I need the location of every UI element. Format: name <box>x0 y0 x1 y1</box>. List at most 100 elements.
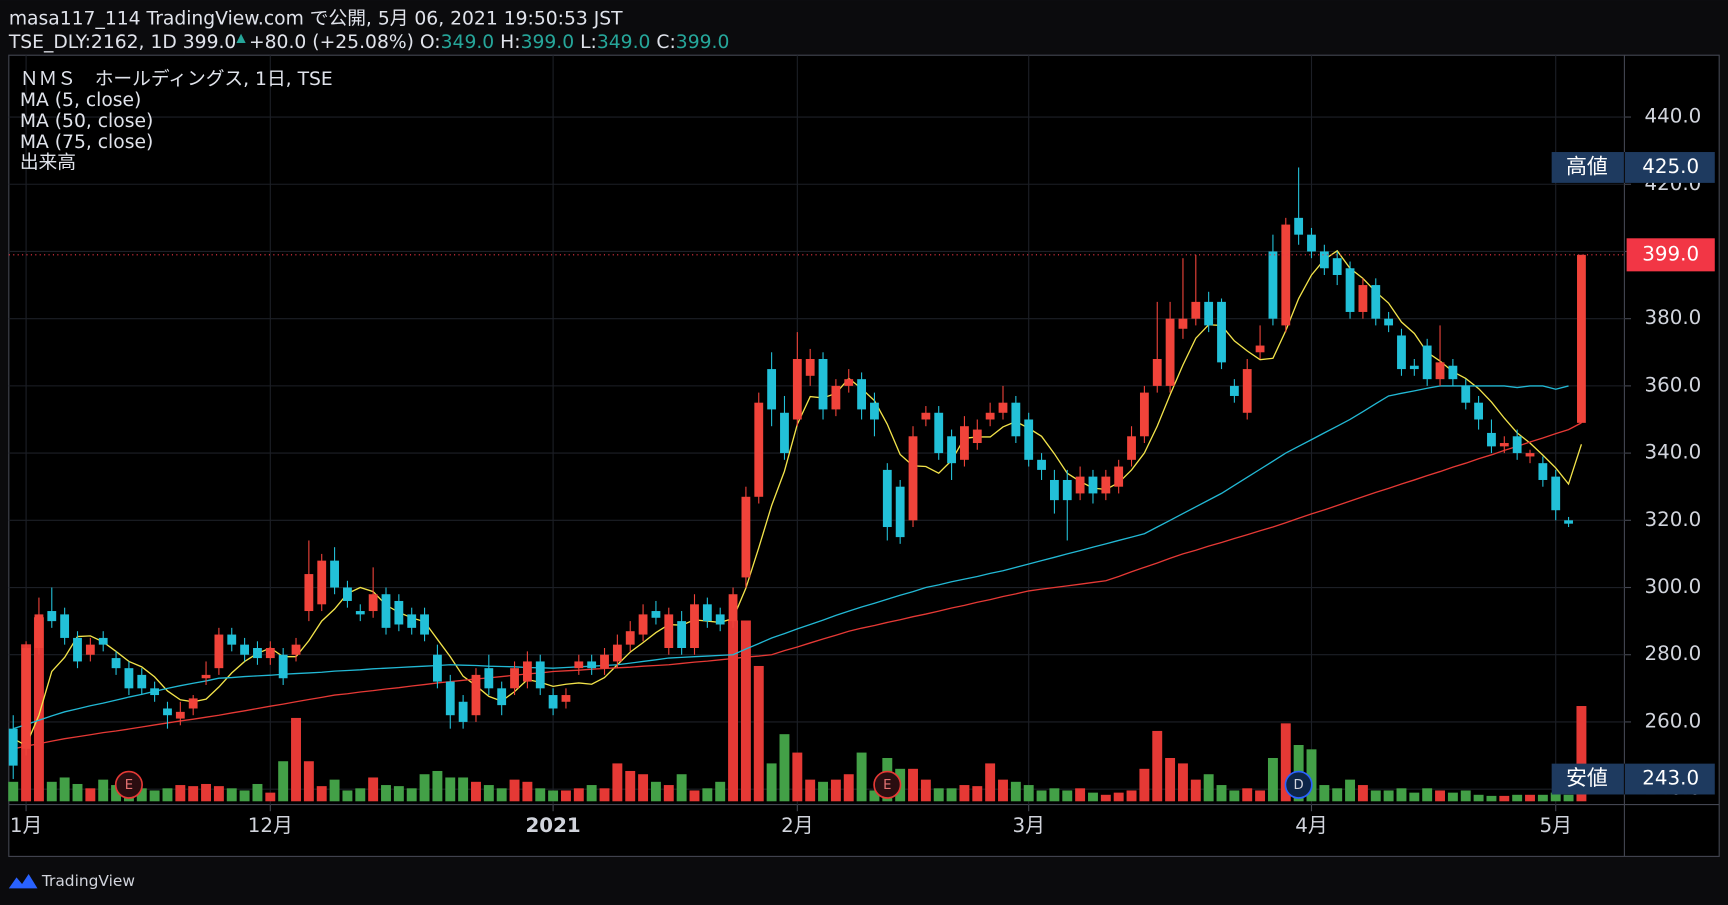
volume-bar <box>85 788 96 802</box>
candle-body <box>1448 365 1458 380</box>
candle-body <box>651 611 661 618</box>
event-marker <box>114 770 143 799</box>
volume-bar <box>1396 788 1407 802</box>
volume-bar <box>908 768 918 802</box>
volume-bar <box>805 779 816 802</box>
last-price-box <box>1626 238 1715 272</box>
volume-bar <box>740 620 751 802</box>
volume-bar <box>1190 779 1201 802</box>
volume-bar <box>843 774 854 802</box>
volume-bar <box>1062 790 1073 802</box>
volume-bar <box>1075 788 1086 802</box>
candle-body <box>1088 476 1098 494</box>
candle-body <box>1229 385 1239 396</box>
legend-entry: 出来高 <box>20 153 76 174</box>
volume-bar <box>830 779 841 802</box>
volume-bar <box>509 779 520 802</box>
y-tick-label: 280.0 <box>1645 642 1702 665</box>
volume-bar <box>1422 788 1433 802</box>
candle-body <box>1255 345 1265 353</box>
candle-body <box>355 611 365 615</box>
volume-bar <box>792 752 803 802</box>
candle-body <box>792 359 802 420</box>
candle-body <box>1268 251 1278 319</box>
candle-body <box>1577 254 1586 423</box>
candle-body <box>754 402 764 497</box>
volume-bar <box>560 790 571 802</box>
volume-bar <box>1447 792 1458 802</box>
y-tick-label: 340.0 <box>1645 441 1702 464</box>
candle-body <box>1525 453 1535 457</box>
candle-body <box>1307 234 1316 252</box>
x-tick-label: 5月 <box>1539 814 1571 837</box>
candle-body <box>1178 318 1188 329</box>
volume-bar <box>136 788 147 802</box>
volume-bar <box>1036 790 1047 802</box>
candle-body <box>921 412 931 420</box>
ma-line <box>13 385 1569 730</box>
volume-bar <box>149 790 160 802</box>
candle-body <box>98 637 108 645</box>
volume-bar <box>329 779 340 802</box>
last-price-label: 399.0 <box>1642 242 1699 265</box>
volume-bar <box>419 774 430 802</box>
marker-label: 425.0 <box>1642 155 1699 178</box>
volume-bar <box>638 774 649 802</box>
volume-bar <box>1100 794 1111 802</box>
volume-bar <box>1177 763 1188 802</box>
candle-body <box>150 688 160 696</box>
volume-bar <box>650 781 661 802</box>
volume-bar <box>213 786 224 802</box>
candle-body <box>805 359 815 376</box>
candle-body <box>985 412 995 420</box>
volume-bar <box>162 788 173 802</box>
volume-bar <box>188 786 199 802</box>
volume-bar <box>689 790 700 802</box>
candle-body <box>857 379 867 410</box>
candle-body <box>1384 318 1394 326</box>
candle-body <box>561 695 571 702</box>
volume-bar <box>72 783 83 802</box>
marker-text: 高値 <box>1566 154 1608 178</box>
candle-body <box>510 668 519 689</box>
candle-body <box>998 402 1008 413</box>
candle-body <box>1564 520 1573 524</box>
volume-bar <box>265 792 276 802</box>
candle-body <box>317 560 327 605</box>
volume-bar <box>316 786 327 802</box>
volume-bar <box>1537 794 1548 802</box>
candle-body <box>1217 301 1226 363</box>
volume-bar <box>1267 757 1278 802</box>
logo <box>8 874 38 889</box>
l-key: L: <box>580 31 597 52</box>
candle-body <box>1461 385 1471 403</box>
legend-entry: MA (50, close) <box>20 111 153 132</box>
volume-bar <box>1152 730 1163 802</box>
candle-body <box>1037 459 1046 470</box>
marker-label: 243.0 <box>1642 767 1699 790</box>
candle-body <box>741 496 751 578</box>
candle-body <box>291 644 301 655</box>
candle-body <box>1474 402 1484 420</box>
candle-body <box>1397 335 1406 370</box>
volume-bar <box>98 779 109 802</box>
volume-bar <box>1409 792 1420 802</box>
volume-bar <box>779 734 790 802</box>
candle-body <box>1242 369 1252 413</box>
volume-bar <box>1473 794 1484 802</box>
volume-bar <box>1332 788 1343 802</box>
event-marker <box>873 770 902 799</box>
candle-body <box>1512 436 1522 454</box>
volume-bar <box>8 781 19 802</box>
x-tick-label: 2月 <box>781 814 813 837</box>
candle-body <box>870 402 879 420</box>
candle-body <box>471 674 481 716</box>
y-tick-label: 380.0 <box>1645 306 1702 329</box>
x-tick-label: 4月 <box>1295 814 1327 837</box>
candle-body <box>1371 285 1381 319</box>
event-marker <box>1284 770 1313 799</box>
volume-bar <box>496 788 507 802</box>
volume-bar <box>239 790 250 802</box>
pane <box>8 54 1720 857</box>
